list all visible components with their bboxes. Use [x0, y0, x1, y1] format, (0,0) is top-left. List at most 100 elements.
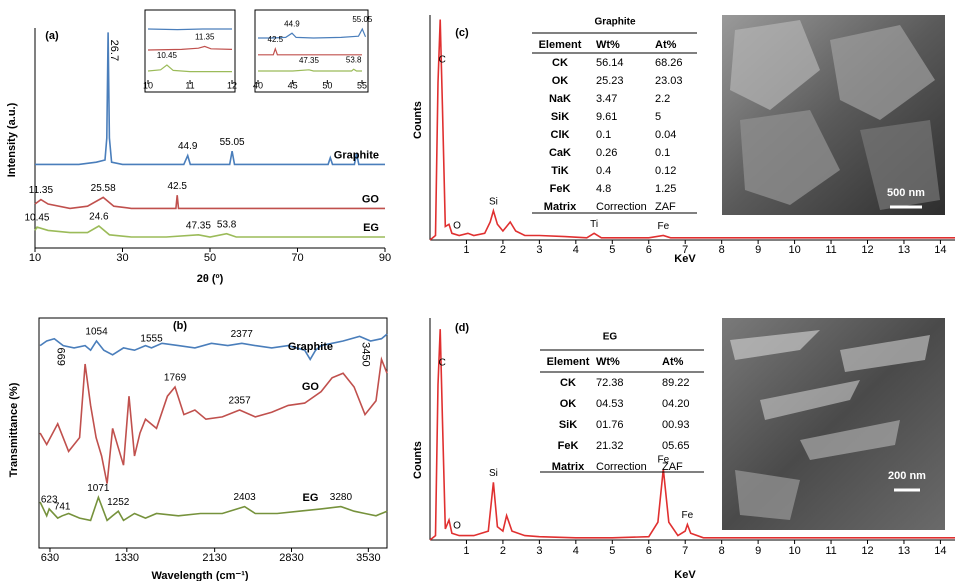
x-tick-label: 11	[825, 545, 836, 557]
table-cell: SiK	[551, 111, 569, 123]
table-cell: OK	[560, 398, 577, 410]
element-label: C	[439, 55, 446, 66]
x-tick-label: 6	[646, 545, 652, 557]
x-tick-label: 70	[291, 252, 303, 264]
table-title: Graphite	[594, 17, 636, 28]
table-cell: 72.38	[596, 377, 624, 389]
series-label: Graphite	[334, 149, 379, 161]
table-cell: Matrix	[544, 201, 577, 213]
table-cell: 25.23	[596, 75, 624, 87]
sem-image	[722, 318, 945, 530]
table-cell: TiK	[551, 165, 569, 177]
table-cell: Correction	[596, 201, 647, 213]
panel-label: (d)	[455, 322, 469, 334]
table-cell: Matrix	[552, 461, 585, 473]
peak-label: 11.35	[29, 185, 54, 196]
table-cell: 0.12	[655, 165, 676, 177]
x-tick-label: 3	[536, 545, 542, 557]
peak-label: 53.8	[217, 219, 237, 230]
peak-label: 44.9	[178, 141, 198, 152]
x-tick-label: 2830	[279, 552, 303, 564]
peak-label: 24.6	[89, 212, 109, 223]
table-cell: 68.26	[655, 57, 683, 69]
peak-label: 55.05	[352, 15, 373, 24]
table-cell: At%	[655, 39, 677, 51]
spectrum-line	[39, 495, 388, 522]
x-tick-label: 11	[185, 80, 194, 90]
y-axis-title: Transmittance (%)	[8, 382, 20, 477]
spectrum-line	[34, 225, 385, 238]
table-cell: 23.03	[655, 75, 683, 87]
y-axis-title: Counts	[412, 441, 424, 479]
x-tick-label: 1	[463, 545, 469, 557]
x-tick-label: 4	[573, 244, 579, 256]
panel-label: (b)	[173, 320, 187, 332]
table-cell: Element	[539, 39, 582, 51]
spectrum-line	[147, 45, 233, 51]
peak-label: 3280	[330, 492, 353, 503]
table-cell: 3.47	[596, 93, 617, 105]
spectrum-line	[258, 68, 362, 72]
x-tick-label: 6	[646, 244, 652, 256]
peak-label: 55.05	[220, 137, 245, 148]
peak-label: 1555	[140, 334, 163, 345]
x-tick-label: 10	[143, 80, 153, 90]
spectrum-line	[429, 19, 955, 241]
peak-label: 10.45	[24, 213, 49, 224]
peak-label: 42.5	[167, 181, 187, 192]
spectrum-line	[258, 46, 362, 56]
peak-label: 1769	[164, 373, 187, 384]
table-cell: Wt%	[596, 356, 620, 368]
table-cell: Wt%	[596, 39, 620, 51]
x-tick-label: 90	[379, 252, 391, 264]
table-cell: 0.26	[596, 147, 617, 159]
peak-label: 11.35	[195, 33, 215, 42]
table-cell: 05.65	[662, 440, 690, 452]
panel-label: (a)	[45, 30, 59, 42]
table-cell: 00.93	[662, 419, 690, 431]
x-tick-label: 40	[253, 80, 263, 90]
table-title: EG	[603, 332, 618, 343]
spectrum-line	[429, 329, 955, 541]
table-cell: 04.20	[662, 398, 690, 410]
x-tick-label: 3530	[356, 552, 380, 564]
element-label: Si	[489, 196, 498, 207]
peak-label: 25.58	[91, 183, 116, 194]
series-label: EG	[302, 492, 318, 504]
x-tick-label: 30	[116, 252, 128, 264]
x-axis-title: Wavelength (cm⁻¹)	[151, 570, 248, 581]
spectrum-line	[147, 64, 232, 73]
panel-label: (c)	[455, 27, 469, 39]
inset-frame	[144, 9, 236, 93]
peak-label: 1071	[87, 483, 110, 494]
inset-frame	[254, 9, 369, 93]
x-tick-label: 12	[227, 80, 237, 90]
table-cell: CK	[560, 377, 576, 389]
x-tick-label: 5	[609, 244, 615, 256]
peak-label: 3450	[360, 342, 372, 366]
x-tick-label: 7	[682, 545, 688, 557]
table-cell: 89.22	[662, 377, 690, 389]
table-cell: 2.2	[655, 93, 670, 105]
element-label: O	[453, 221, 461, 232]
table-cell: 1.25	[655, 183, 676, 195]
element-label: Fe	[657, 455, 669, 466]
table-cell: 01.76	[596, 419, 624, 431]
plot-frame	[38, 317, 388, 549]
scale-bar-label: 500 nm	[887, 187, 925, 199]
x-tick-label: 9	[755, 244, 761, 256]
table-cell: ZAF	[655, 201, 676, 213]
element-label: Fe	[657, 221, 669, 232]
table-cell: CK	[552, 57, 568, 69]
x-tick-label: 10	[788, 244, 800, 256]
x-tick-label: 14	[934, 244, 946, 256]
peak-label: 2403	[233, 492, 256, 503]
table-cell: 4.8	[596, 183, 611, 195]
table-cell: Element	[547, 356, 590, 368]
element-label: Ti	[590, 219, 598, 230]
peak-label: 669	[54, 348, 66, 366]
table-cell: FeK	[550, 183, 571, 195]
table-cell: 0.1	[596, 129, 611, 141]
spectrum-line	[39, 333, 388, 361]
x-tick-label: 1330	[115, 552, 139, 564]
